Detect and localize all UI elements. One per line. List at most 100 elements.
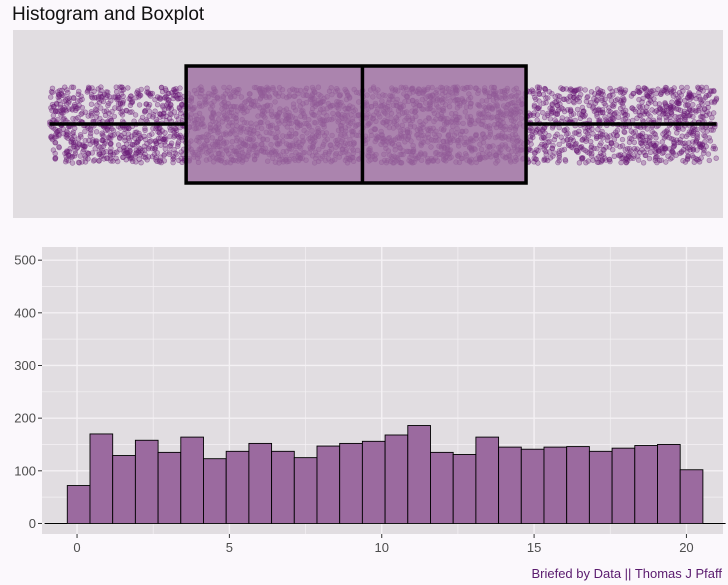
- x-tick-label: 15: [527, 540, 541, 555]
- jitter-point: [664, 127, 670, 133]
- jitter-point: [532, 156, 539, 162]
- jitter-point: [620, 116, 626, 123]
- jitter-point: [707, 88, 714, 94]
- jitter-point: [633, 148, 639, 154]
- x-tick-label: 10: [375, 540, 389, 555]
- jitter-point: [121, 149, 127, 155]
- jitter-point: [575, 149, 581, 156]
- jitter-point: [670, 88, 676, 94]
- jitter-point: [541, 141, 548, 148]
- jitter-point: [554, 102, 561, 109]
- jitter-point: [54, 101, 60, 107]
- jitter-point: [622, 107, 629, 114]
- jitter-point: [76, 102, 82, 109]
- jitter-point: [558, 134, 564, 140]
- jitter-point: [173, 113, 180, 120]
- jitter-point: [72, 139, 78, 145]
- jitter-point: [536, 98, 542, 104]
- jitter-point: [165, 100, 171, 106]
- jitter-point: [647, 88, 654, 94]
- jitter-point: [640, 160, 647, 166]
- jitter-point: [55, 116, 61, 123]
- jitter-point: [551, 137, 558, 143]
- jitter-point: [47, 94, 54, 100]
- histogram-bar: [611, 447, 636, 524]
- jitter-point: [702, 94, 709, 101]
- jitter-point: [536, 84, 542, 91]
- jitter-point: [675, 100, 681, 107]
- y-tick-label: 300: [14, 358, 36, 373]
- jitter-point: [577, 91, 584, 98]
- jitter-point: [570, 145, 576, 151]
- boxplot-panel: [13, 30, 723, 218]
- jitter-point: [682, 143, 688, 149]
- y-tick-label: 100: [14, 463, 36, 478]
- jitter-point: [581, 113, 587, 120]
- histogram-bar: [316, 445, 341, 524]
- jitter-point: [119, 84, 125, 91]
- jitter-point: [151, 145, 158, 152]
- jitter-point: [700, 114, 706, 120]
- jitter-point: [125, 135, 132, 141]
- jitter-point: [146, 108, 153, 115]
- jitter-point: [591, 95, 597, 102]
- jitter-point: [92, 146, 98, 152]
- jitter-point: [649, 107, 655, 113]
- jitter-point: [536, 91, 542, 98]
- jitter-point: [133, 159, 139, 165]
- jitter-point: [115, 105, 122, 112]
- histogram-bar: [293, 457, 318, 524]
- jitter-point: [653, 90, 659, 97]
- jitter-point: [594, 86, 601, 92]
- jitter-point: [642, 140, 648, 146]
- boxplot: [49, 64, 717, 185]
- jitter-point: [571, 94, 577, 101]
- jitter-point: [599, 109, 606, 116]
- jitter-point: [532, 149, 538, 156]
- jitter-point: [606, 144, 613, 150]
- jitter-point: [133, 94, 139, 101]
- jitter-point: [701, 132, 707, 139]
- jitter-point: [674, 130, 680, 136]
- jitter-point: [144, 85, 150, 91]
- jitter-point: [619, 136, 626, 143]
- jitter-point: [153, 155, 159, 161]
- jitter-point: [587, 99, 594, 106]
- jitter-point: [49, 89, 56, 96]
- jitter-point: [111, 132, 117, 138]
- jitter-point: [69, 84, 75, 90]
- histogram-bar: [112, 455, 136, 524]
- jitter-point: [686, 106, 693, 112]
- jitter-point: [657, 106, 663, 113]
- jitter-point: [677, 107, 684, 114]
- jitter-point: [134, 89, 140, 96]
- jitter-point: [639, 99, 645, 105]
- jitter-point: [606, 93, 612, 99]
- jitter-point: [602, 155, 608, 161]
- histogram-bar: [679, 469, 704, 524]
- jitter-point: [634, 115, 640, 121]
- jitter-point: [663, 86, 669, 93]
- histogram-bar: [520, 448, 545, 524]
- jitter-point: [637, 132, 644, 139]
- jitter-point: [588, 147, 594, 154]
- jitter-point: [647, 113, 653, 119]
- jitter-point: [602, 114, 608, 120]
- jitter-point: [656, 114, 663, 121]
- jitter-point: [129, 109, 135, 115]
- jitter-point: [663, 159, 669, 165]
- jitter-point: [143, 101, 150, 107]
- jitter-point: [93, 140, 99, 147]
- jitter-point: [129, 99, 136, 105]
- jitter-point: [130, 142, 136, 148]
- jitter-point: [694, 147, 700, 153]
- histogram-bar: [203, 458, 227, 524]
- jitter-point: [599, 97, 605, 104]
- jitter-point: [659, 139, 665, 145]
- jitter-point: [622, 157, 629, 163]
- jitter-point: [659, 106, 666, 112]
- jitter-point: [88, 101, 95, 107]
- jitter-point: [690, 101, 696, 108]
- jitter-point: [626, 145, 633, 152]
- jitter-point: [65, 89, 71, 96]
